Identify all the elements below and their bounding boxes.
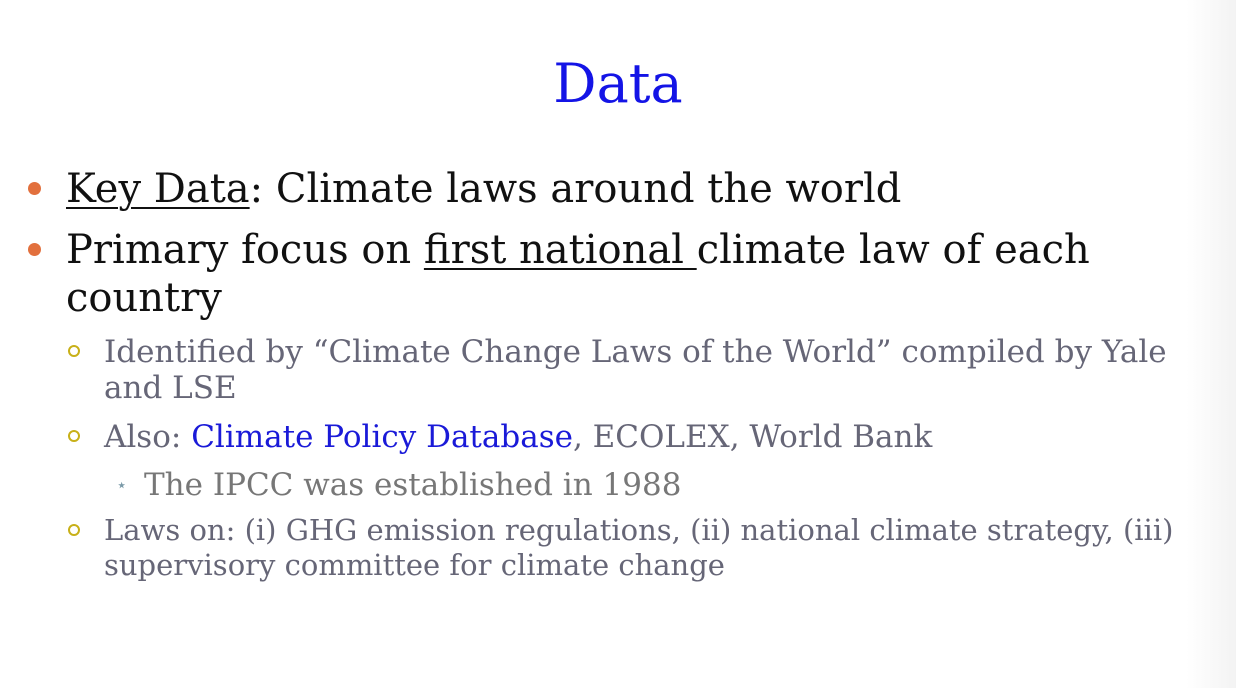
key-data-label: Key Data [66,166,250,212]
sub-bullet-also: Also: Climate Policy Database, ECOLEX, W… [68,419,1204,455]
key-data-text: : Climate laws around the world [249,166,902,212]
sub-sub-bullet-ipcc: ⋆ The IPCC was established in 1988 [116,467,1144,503]
primary-focus-after: climate law of each country [66,227,1090,321]
identified-text: Identified by “Climate Change Laws of th… [104,334,1167,406]
star-cross-icon: ⋆ [116,475,128,496]
ipcc-text: The IPCC was established in 1988 [144,467,682,503]
hollow-circle-icon [68,524,80,536]
bullet-key-data: Key Data: Climate laws around the world [28,165,1146,213]
primary-focus-underlined: first national [423,227,697,273]
slide-title: Data [553,52,683,115]
hollow-circle-icon [68,430,80,442]
laws-on-text: Laws on: (i) GHG emission regulations, (… [104,513,1174,582]
bullet-primary-focus: Primary focus on first national climate … [28,226,1146,322]
primary-focus-before: Primary focus on [66,227,424,273]
climate-policy-database-link[interactable]: Climate Policy Database [191,419,573,455]
sub-bullet-laws-on: Laws on: (i) GHG emission regulations, (… [68,513,1204,583]
also-suffix: , ECOLEX, World Bank [572,419,933,455]
bullet-dot-icon [28,182,41,195]
hollow-circle-icon [68,345,80,357]
sub-bullet-identified: Identified by “Climate Change Laws of th… [68,334,1204,406]
bullet-dot-icon [28,243,41,256]
also-prefix: Also: [104,419,192,455]
